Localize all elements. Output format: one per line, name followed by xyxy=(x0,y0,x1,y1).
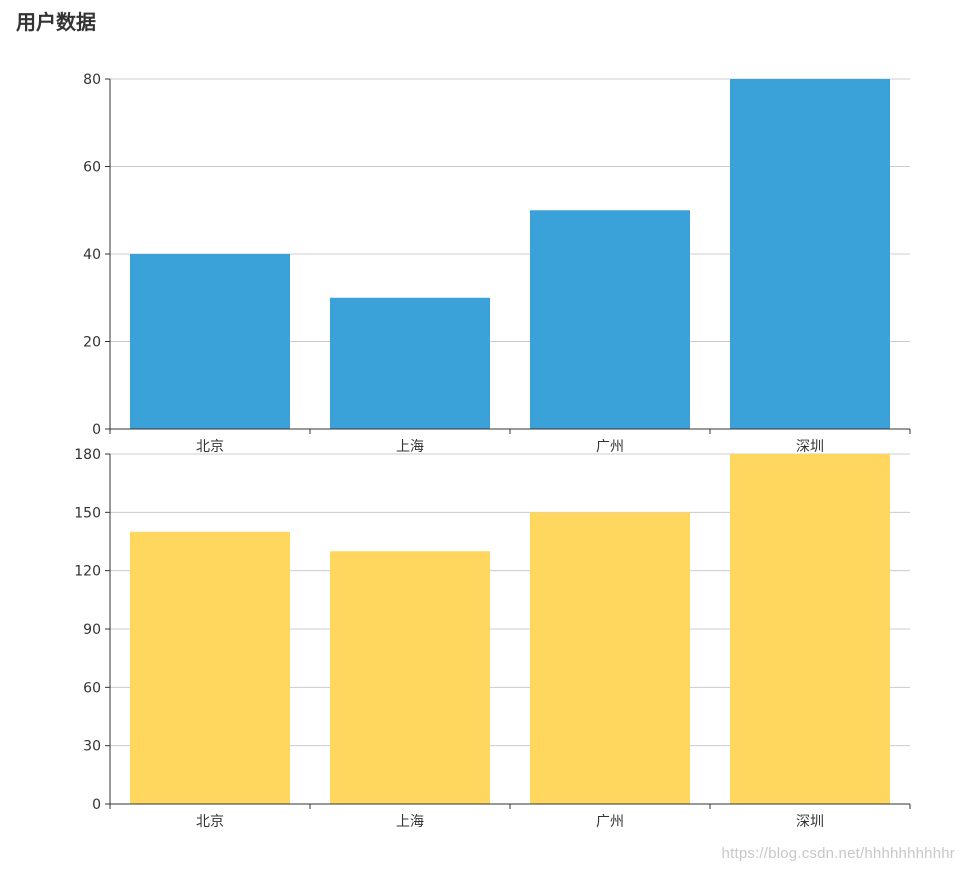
bar-1 xyxy=(130,254,290,429)
y-tick-label: 60 xyxy=(83,160,101,176)
top-bar-chart: 0 20 40 60 80 北京 上海 广州 深圳 xyxy=(83,72,911,455)
y-tick-label: 40 xyxy=(83,247,101,263)
x-tick-label: 北京 xyxy=(196,814,224,830)
x-tick-label: 北京 xyxy=(196,439,224,455)
watermark-text: https://blog.csdn.net/hhhhhhhhhhr xyxy=(721,845,955,862)
y-tick-label: 80 xyxy=(83,72,101,88)
x-tick-label: 深圳 xyxy=(796,439,824,455)
x-tick-label: 广州 xyxy=(596,814,624,830)
bar-4 xyxy=(730,454,890,804)
x-tick-label: 上海 xyxy=(396,814,424,830)
bar-3 xyxy=(530,210,690,429)
bar-2 xyxy=(330,297,490,429)
bottom-bar-chart: 0 30 60 90 120 150 180 北京 上海 广州 深圳 xyxy=(74,447,911,830)
bar-3 xyxy=(530,512,690,804)
page-title: 用户数据 xyxy=(16,10,96,34)
x-tick-label: 广州 xyxy=(596,439,624,455)
bar-4 xyxy=(730,79,890,429)
y-tick-label: 30 xyxy=(83,739,101,755)
y-tick-label: 90 xyxy=(83,622,101,638)
x-tick-label: 深圳 xyxy=(796,814,824,830)
bar-1 xyxy=(130,531,290,804)
y-tick-label: 0 xyxy=(92,797,101,813)
y-tick-label: 60 xyxy=(83,680,101,696)
y-tick-label: 180 xyxy=(74,447,101,463)
y-tick-label: 120 xyxy=(74,564,101,580)
y-tick-label: 0 xyxy=(92,422,101,438)
y-tick-label: 150 xyxy=(74,505,101,521)
y-tick-label: 20 xyxy=(83,335,101,351)
x-tick-label: 上海 xyxy=(396,439,424,455)
bar-2 xyxy=(330,551,490,804)
